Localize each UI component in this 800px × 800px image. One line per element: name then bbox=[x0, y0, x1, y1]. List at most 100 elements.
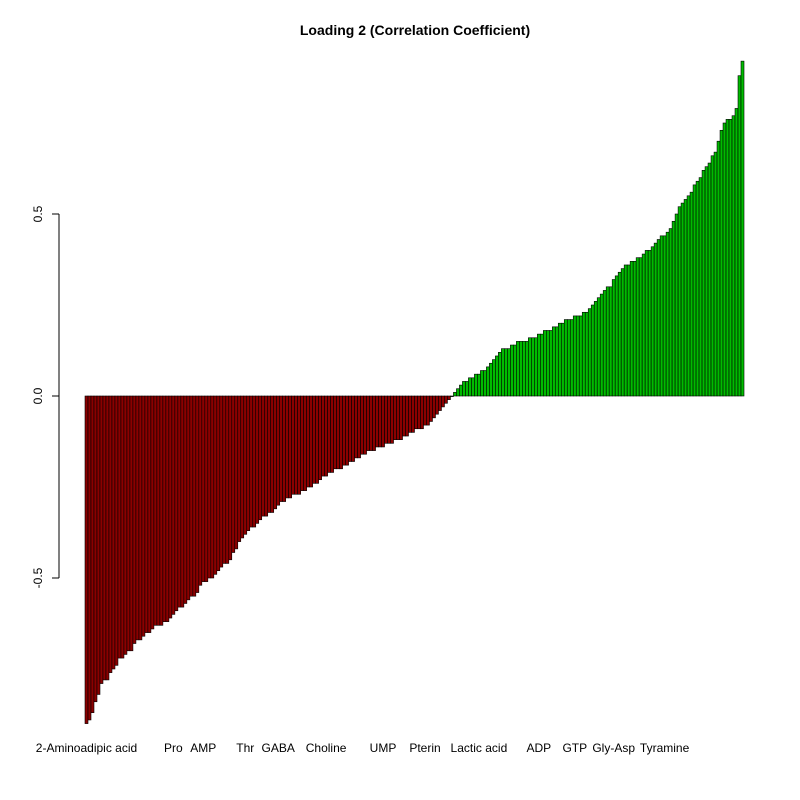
bar bbox=[689, 191, 694, 397]
bar bbox=[581, 311, 586, 397]
bar bbox=[725, 119, 730, 397]
bar bbox=[456, 388, 460, 397]
bar bbox=[713, 151, 718, 397]
bar bbox=[611, 279, 616, 397]
bar bbox=[402, 395, 406, 437]
bar bbox=[198, 395, 203, 586]
bar bbox=[285, 395, 290, 499]
bar bbox=[324, 395, 328, 477]
bar bbox=[87, 395, 92, 721]
bar bbox=[213, 395, 218, 575]
x-category-label: ADP bbox=[526, 741, 551, 755]
bar bbox=[551, 326, 556, 397]
bar bbox=[513, 344, 517, 397]
bar bbox=[486, 366, 490, 397]
x-category-label: Choline bbox=[306, 741, 347, 755]
bar bbox=[498, 352, 502, 397]
bar bbox=[408, 395, 412, 433]
bar bbox=[450, 395, 454, 397]
bar bbox=[686, 195, 691, 397]
bar bbox=[243, 395, 248, 535]
bar bbox=[740, 60, 745, 397]
bar bbox=[240, 395, 245, 539]
bar bbox=[123, 395, 128, 655]
bar bbox=[345, 395, 349, 466]
y-tick-label: 0.5 bbox=[31, 205, 45, 222]
bar bbox=[719, 129, 724, 397]
bar bbox=[264, 395, 269, 517]
chart-title: Loading 2 (Correlation Coefficient) bbox=[300, 22, 530, 38]
bar bbox=[252, 395, 257, 528]
bar bbox=[707, 162, 712, 397]
bar bbox=[584, 311, 589, 397]
bar bbox=[225, 395, 230, 564]
bar bbox=[210, 395, 215, 579]
bar bbox=[228, 395, 233, 561]
bar bbox=[662, 235, 667, 397]
bar bbox=[737, 75, 742, 397]
bar bbox=[279, 395, 284, 502]
bar bbox=[501, 348, 505, 397]
bar bbox=[378, 395, 382, 448]
bar bbox=[276, 395, 281, 506]
bar bbox=[617, 271, 622, 397]
bar bbox=[701, 170, 706, 397]
bar bbox=[414, 395, 418, 430]
bar bbox=[722, 122, 727, 397]
bar bbox=[692, 184, 697, 397]
x-category-label: Lactic acid bbox=[451, 741, 508, 755]
bar bbox=[465, 381, 469, 397]
bar bbox=[369, 395, 373, 451]
bar bbox=[270, 395, 275, 513]
bar bbox=[360, 395, 364, 455]
bar bbox=[728, 119, 733, 397]
bar bbox=[560, 322, 565, 397]
bar bbox=[273, 395, 278, 510]
bar bbox=[234, 395, 239, 550]
bar bbox=[554, 326, 559, 397]
bar bbox=[608, 286, 613, 397]
bar bbox=[177, 395, 182, 608]
bar bbox=[180, 395, 185, 608]
bar bbox=[318, 395, 322, 481]
bar bbox=[468, 377, 472, 397]
bar bbox=[623, 264, 628, 397]
bar bbox=[192, 395, 197, 597]
bar bbox=[411, 395, 415, 433]
bar bbox=[141, 395, 146, 637]
bar bbox=[189, 395, 194, 597]
bar bbox=[246, 395, 251, 531]
bar bbox=[405, 395, 409, 437]
bar bbox=[537, 333, 541, 397]
bar bbox=[267, 395, 272, 513]
bar bbox=[387, 395, 391, 444]
bar bbox=[542, 330, 547, 397]
bar bbox=[531, 337, 535, 397]
bar bbox=[249, 395, 254, 528]
bar bbox=[641, 253, 646, 397]
bar bbox=[327, 395, 331, 473]
bar bbox=[159, 395, 164, 626]
bar bbox=[96, 395, 101, 695]
bar bbox=[569, 319, 574, 397]
bar bbox=[710, 155, 715, 397]
bar bbox=[138, 395, 143, 641]
bar bbox=[99, 395, 104, 684]
bar bbox=[222, 395, 227, 564]
bar bbox=[435, 395, 439, 415]
bar bbox=[510, 344, 514, 397]
bar bbox=[519, 341, 523, 397]
bar bbox=[647, 250, 652, 397]
bar bbox=[563, 319, 568, 397]
bar bbox=[578, 315, 583, 397]
bar bbox=[306, 395, 310, 488]
bar bbox=[566, 319, 571, 397]
bar bbox=[162, 395, 167, 622]
x-category-label: GABA bbox=[262, 741, 295, 755]
bar bbox=[596, 297, 601, 397]
bar bbox=[375, 395, 379, 448]
bar bbox=[432, 395, 436, 419]
bar bbox=[330, 395, 334, 473]
bar bbox=[516, 341, 520, 397]
